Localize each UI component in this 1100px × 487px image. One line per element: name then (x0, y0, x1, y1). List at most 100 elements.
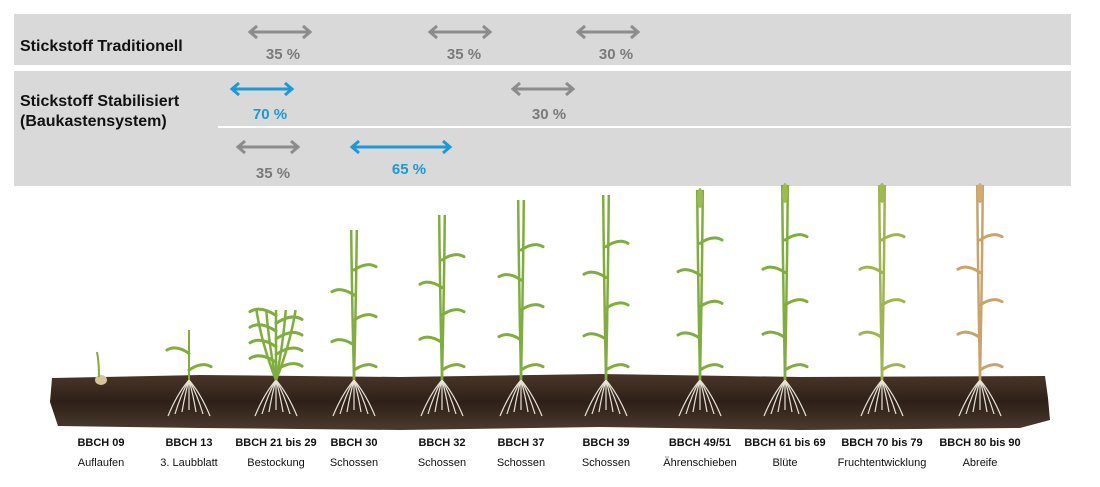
ear (879, 183, 885, 203)
leaf (248, 354, 278, 364)
stage-name: Schossen (417, 457, 467, 469)
stage-name: Blüte (772, 457, 798, 469)
root-line (268, 379, 277, 413)
leaf (956, 330, 982, 339)
leaf (676, 331, 702, 340)
plant-illustration (761, 183, 809, 417)
leaf (698, 236, 724, 245)
leaf (248, 323, 278, 333)
stage-name: Schossen (329, 457, 379, 469)
root-line (874, 379, 883, 413)
row-label-traditional: Stickstoff Traditionell (20, 38, 183, 55)
double-arrow-icon (427, 24, 493, 40)
leaf (582, 270, 608, 279)
stage-code: BBCH 13 (165, 437, 213, 449)
ear (697, 188, 703, 208)
pct-traditional-3: 30 % (598, 46, 634, 63)
root-line (275, 379, 298, 417)
root-line (434, 379, 443, 413)
leaf (880, 233, 906, 242)
plants-group (95, 183, 1004, 417)
plant-illustration (676, 188, 724, 417)
root-line (598, 379, 607, 413)
root-line (506, 379, 522, 415)
row-label-stabilized-line1: Stickstoff Stabilisiert (20, 93, 180, 110)
arrow-traditional-3 (575, 24, 641, 40)
leaf (519, 363, 545, 372)
leaf (274, 362, 304, 372)
stage-code: BBCH 39 (582, 437, 630, 449)
leaf (761, 265, 787, 274)
root-line (427, 379, 443, 415)
stage-code: BBCH 49/51 (668, 437, 732, 449)
root-line (770, 379, 786, 415)
ear (977, 183, 983, 203)
arrow-stabilized-2 (510, 81, 576, 97)
stage-name: Fruchtentwicklung (837, 457, 927, 469)
arrow-stabilized-4 (349, 139, 453, 155)
root-line (867, 379, 883, 415)
plant-illustration (418, 214, 466, 417)
leaf (783, 363, 809, 372)
double-arrow-icon (510, 81, 576, 97)
stage-name: Abreife (962, 457, 998, 469)
stage-name: Schossen (581, 457, 631, 469)
root-line (972, 379, 981, 413)
stem (352, 229, 359, 381)
double-arrow-icon (349, 139, 453, 155)
pct-stabilized-1: 70 % (252, 106, 288, 123)
leaf (880, 363, 906, 372)
pct-stabilized-4: 65 % (391, 161, 427, 178)
root-line (699, 379, 722, 417)
stage-name: 3. Laubblatt (160, 457, 218, 469)
stem (783, 184, 790, 381)
leaf (330, 288, 356, 297)
leaf (497, 333, 523, 342)
root-line (881, 379, 904, 417)
stage-name: Bestockung (247, 457, 305, 469)
arrow-stabilized-1 (229, 81, 295, 97)
leaf (440, 308, 466, 317)
leaf (330, 338, 356, 347)
leaf (978, 363, 1004, 372)
shoot (96, 351, 100, 378)
root-line (605, 379, 628, 417)
plant-illustration (330, 229, 378, 417)
root-line (441, 379, 464, 417)
root-line (513, 379, 522, 413)
leaf (440, 363, 466, 372)
root-line (685, 379, 701, 415)
stage-name: Schossen (496, 457, 546, 469)
pct-stabilized-3: 35 % (255, 165, 291, 182)
root-line (353, 379, 376, 417)
root-line (692, 379, 701, 413)
stage-code: BBCH 09 (77, 437, 125, 449)
leaf (978, 298, 1004, 307)
leaf (274, 315, 304, 325)
leaf (604, 239, 630, 249)
stem (880, 184, 887, 381)
plant-illustration (248, 307, 304, 417)
leaf (187, 363, 213, 372)
root-line (346, 379, 355, 413)
leaf (783, 298, 809, 307)
leaf (248, 338, 278, 349)
root-line (784, 379, 807, 417)
stage-code: BBCH 21 bis 29 (235, 437, 317, 449)
stem (519, 199, 526, 381)
leaf (352, 263, 378, 272)
root-line (339, 379, 355, 415)
arrow-stabilized-3 (235, 139, 301, 155)
leaf (783, 233, 809, 242)
plant-illustration (582, 194, 630, 417)
leaf (858, 330, 884, 339)
leaf (582, 332, 608, 341)
leaf (352, 313, 378, 322)
leaf (248, 307, 278, 318)
pct-traditional-2: 35 % (446, 46, 482, 63)
stem (698, 189, 705, 381)
stage-name: Auflaufen (77, 457, 125, 469)
stage-code: BBCH 70 bis 79 (841, 437, 923, 449)
leaf (497, 273, 523, 282)
